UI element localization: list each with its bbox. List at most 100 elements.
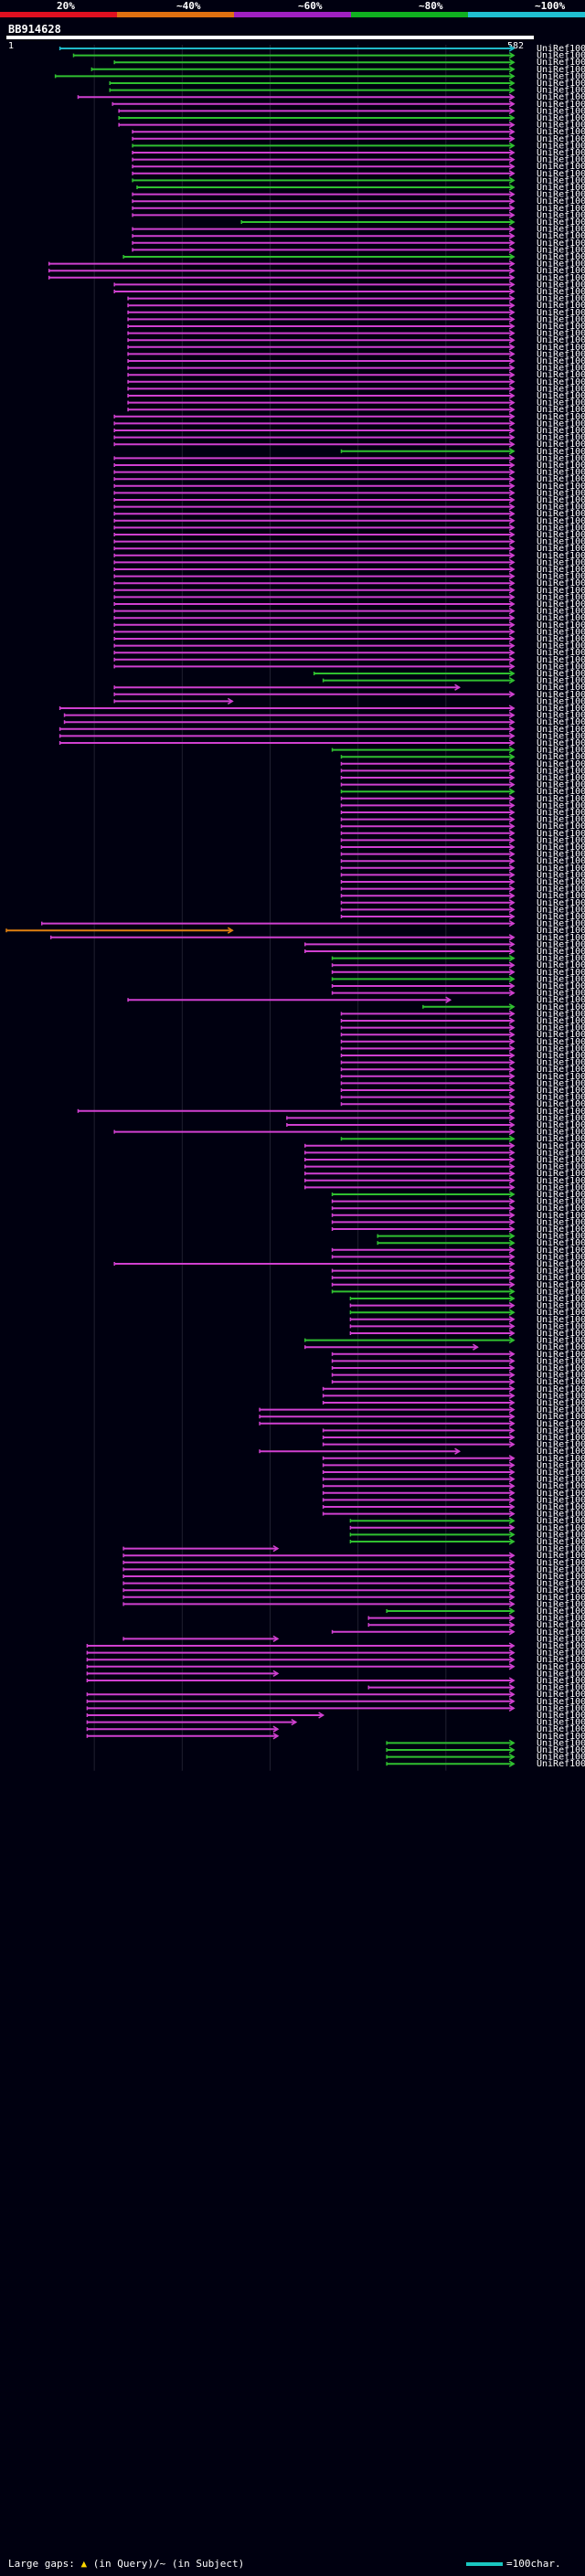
- hit-label[interactable]: UniRef100_Q9LYN1: [537, 1294, 585, 1304]
- hit-label[interactable]: UniRef100_B6T972: [537, 294, 585, 304]
- hit-label[interactable]: UniRef100_Q9AV02: [537, 1016, 585, 1026]
- hit-label[interactable]: UniRef100_C6JSV4: [537, 1614, 585, 1624]
- hit-label[interactable]: UniRef100_O70JA2: [537, 148, 585, 158]
- hit-label[interactable]: UniRef100_A7Q3N1: [537, 1128, 585, 1138]
- hit-label[interactable]: UniRef100_C5Y855: [537, 1384, 585, 1394]
- hit-label[interactable]: UniRef100_C5YFD7: [537, 1203, 585, 1214]
- hit-label[interactable]: UniRef100_A2WQ00: [537, 1634, 585, 1644]
- hit-label[interactable]: UniRef100_A9T106: [537, 175, 585, 186]
- hit-label[interactable]: UniRef100_Q9AXE1: [537, 1510, 585, 1520]
- hit-label[interactable]: UniRef100_A9SNU6: [537, 1641, 585, 1651]
- hit-label[interactable]: UniRef100_Q81799: [537, 641, 585, 652]
- hit-label[interactable]: UniRef100_A8I9W4: [537, 1447, 585, 1457]
- hit-label[interactable]: UniRef100_B9S5B9: [537, 1585, 585, 1595]
- hit-label[interactable]: UniRef100_Q9S1Z3: [537, 1593, 585, 1603]
- hit-label[interactable]: UniRef100_A6RIN1: [537, 1120, 585, 1130]
- hit-label[interactable]: UniRef100_B7FM75: [537, 523, 585, 533]
- hit-label[interactable]: UniRef100_A7QJ06: [537, 586, 585, 596]
- hit-label[interactable]: UniRef100_Q653G1: [537, 891, 585, 901]
- hit-label[interactable]: UniRef100_B6SZW0: [537, 780, 585, 790]
- hit-label[interactable]: UniRef100_C5Z2Z6: [537, 329, 585, 339]
- hit-label[interactable]: UniRef100_B9FC25: [537, 447, 585, 457]
- hit-label[interactable]: UniRef100_B9GIX5: [537, 1051, 585, 1061]
- hit-label[interactable]: UniRef100_B9FJP9: [537, 1377, 585, 1387]
- hit-label[interactable]: UniRef100_Q9ATJ0: [537, 1356, 585, 1366]
- hit-label[interactable]: UniRef100_Q9C6S7: [537, 731, 585, 741]
- hit-label[interactable]: UniRef100_Q9GK47: [537, 1753, 585, 1763]
- hit-label[interactable]: UniRef100_B9IZZ0: [537, 662, 585, 672]
- hit-label[interactable]: UniRef100_Q9LP29: [537, 196, 585, 207]
- hit-label[interactable]: UniRef100_B9S5T5: [537, 1023, 585, 1034]
- hit-label[interactable]: UniRef100_C5YHW8: [537, 1044, 585, 1054]
- hit-label[interactable]: UniRef100_B9GS62: [537, 1481, 585, 1491]
- hit-label[interactable]: UniRef100_A7PIP2: [537, 954, 585, 964]
- hit-label[interactable]: UniRef100_B9QF17: [537, 453, 585, 463]
- hit-label[interactable]: UniRef100_B6THH2: [537, 1426, 585, 1436]
- hit-label[interactable]: UniRef100_B8B0A1: [537, 266, 585, 276]
- hit-label[interactable]: UniRef100_Q6L3V5: [537, 503, 585, 513]
- hit-label[interactable]: UniRef100_Q9FKF6: [537, 1267, 585, 1277]
- hit-label[interactable]: UniRef100_Q7XV36: [537, 1551, 585, 1561]
- hit-label[interactable]: UniRef100_Q3Q0Q2: [537, 419, 585, 429]
- hit-label[interactable]: UniRef100_B9S8V6: [537, 565, 585, 575]
- hit-label[interactable]: UniRef100_B9G8W1: [537, 995, 585, 1005]
- hit-label[interactable]: UniRef100_Q8L052: [537, 1072, 585, 1082]
- hit-label[interactable]: UniRef100_A9AGW5: [537, 592, 585, 602]
- hit-label[interactable]: UniRef100_Q2QUF6: [537, 981, 585, 991]
- hit-label[interactable]: UniRef100_B8BJ13: [537, 1495, 585, 1505]
- hit-label[interactable]: UniRef100_A9RS17: [537, 1169, 585, 1179]
- hit-label[interactable]: UniRef100_A9W668: [537, 968, 585, 978]
- hit-label[interactable]: UniRef100_Q0JH49: [537, 1599, 585, 1609]
- hit-label[interactable]: UniRef100_A2ZPV4: [537, 683, 585, 693]
- hit-label[interactable]: UniRef100_Q9LW67: [537, 1211, 585, 1221]
- hit-label[interactable]: UniRef100_A9S243: [537, 1058, 585, 1068]
- hit-label[interactable]: UniRef100_B8LQ02: [537, 169, 585, 179]
- hit-label[interactable]: UniRef100_A2ZAE7: [537, 405, 585, 415]
- hit-label[interactable]: UniRef100_A7PM06: [537, 1099, 585, 1109]
- hit-label[interactable]: UniRef100_A7QL75: [537, 1141, 585, 1151]
- hit-label[interactable]: UniRef100_UP1000...: [537, 343, 585, 353]
- hit-label[interactable]: UniRef100_C5YZP4: [537, 1217, 585, 1227]
- hit-label[interactable]: UniRef100_B9GR48: [537, 1363, 585, 1373]
- hit-label[interactable]: UniRef100_B9RDL1: [537, 1190, 585, 1200]
- hit-label[interactable]: UniRef100_B8LM04: [537, 141, 585, 151]
- hit-label[interactable]: UniRef100_A7NXD1: [537, 1162, 585, 1172]
- hit-label[interactable]: UniRef100_Q8VR74: [537, 1606, 585, 1617]
- hit-label[interactable]: UniRef100_Q2ZZ86: [537, 696, 585, 706]
- hit-label[interactable]: UniRef100_C5XW56: [537, 1468, 585, 1478]
- hit-label[interactable]: UniRef100_B8BLB3: [537, 557, 585, 567]
- hit-label[interactable]: UniRef100_B9FHM3: [537, 1475, 585, 1485]
- hit-label[interactable]: UniRef100_B9GDZ8: [537, 1572, 585, 1582]
- hit-label[interactable]: UniRef100_Q6VV16: [537, 655, 585, 665]
- hit-label[interactable]: UniRef100_C5YPP3: [537, 1523, 585, 1533]
- hit-label[interactable]: UniRef100_B8LKR7: [537, 1662, 585, 1672]
- hit-label[interactable]: UniRef100_A7QIZ8: [537, 155, 585, 165]
- hit-label[interactable]: UniRef100_B9S1K1: [537, 766, 585, 776]
- hit-label[interactable]: UniRef100_Q9TOK5: [537, 1669, 585, 1679]
- hit-label[interactable]: UniRef100_B9GTY9: [537, 1336, 585, 1346]
- hit-label[interactable]: UniRef100_B9S9F4: [537, 127, 585, 137]
- hit-label[interactable]: UniRef100_B9IUN1: [537, 190, 585, 200]
- hit-label[interactable]: UniRef100_A1CMR3: [537, 1732, 585, 1742]
- hit-label[interactable]: UniRef100_B8AUU5: [537, 433, 585, 443]
- hit-label[interactable]: UniRef100_A1Z188: [537, 613, 585, 623]
- hit-label[interactable]: UniRef100_Q941U5: [537, 877, 585, 887]
- hit-label[interactable]: UniRef100_Q01JN9: [537, 843, 585, 853]
- hit-label[interactable]: UniRef100_C5WNY1: [537, 1620, 585, 1630]
- hit-label[interactable]: UniRef100_C5YE37: [537, 885, 585, 895]
- hit-label[interactable]: UniRef100_A9SZL0: [537, 121, 585, 131]
- hit-label[interactable]: UniRef100_B8AXL2: [537, 620, 585, 631]
- hit-label[interactable]: UniRef100_A9RIJ9: [537, 1134, 585, 1144]
- hit-label[interactable]: UniRef100_B9S1V2: [537, 1197, 585, 1207]
- hit-label[interactable]: UniRef100_A9SWV7: [537, 704, 585, 714]
- hit-label[interactable]: UniRef100_Q0JBR7: [537, 711, 585, 721]
- hit-label[interactable]: UniRef100_B9GJK1: [537, 669, 585, 679]
- hit-label[interactable]: UniRef100_UP1000...: [537, 482, 585, 492]
- hit-label[interactable]: UniRef100_B9N2R9: [537, 356, 585, 366]
- hit-label[interactable]: UniRef100_UP1000...: [537, 1440, 585, 1450]
- hit-label[interactable]: UniRef100_B9FHT8: [537, 1419, 585, 1429]
- hit-label[interactable]: UniRef100_A5Q6Q6: [537, 759, 585, 769]
- hit-label[interactable]: UniRef100_C5WYL4: [537, 398, 585, 408]
- hit-label[interactable]: UniRef100_A9RH14: [537, 1280, 585, 1290]
- hit-label[interactable]: UniRef100_B6TF85: [537, 787, 585, 797]
